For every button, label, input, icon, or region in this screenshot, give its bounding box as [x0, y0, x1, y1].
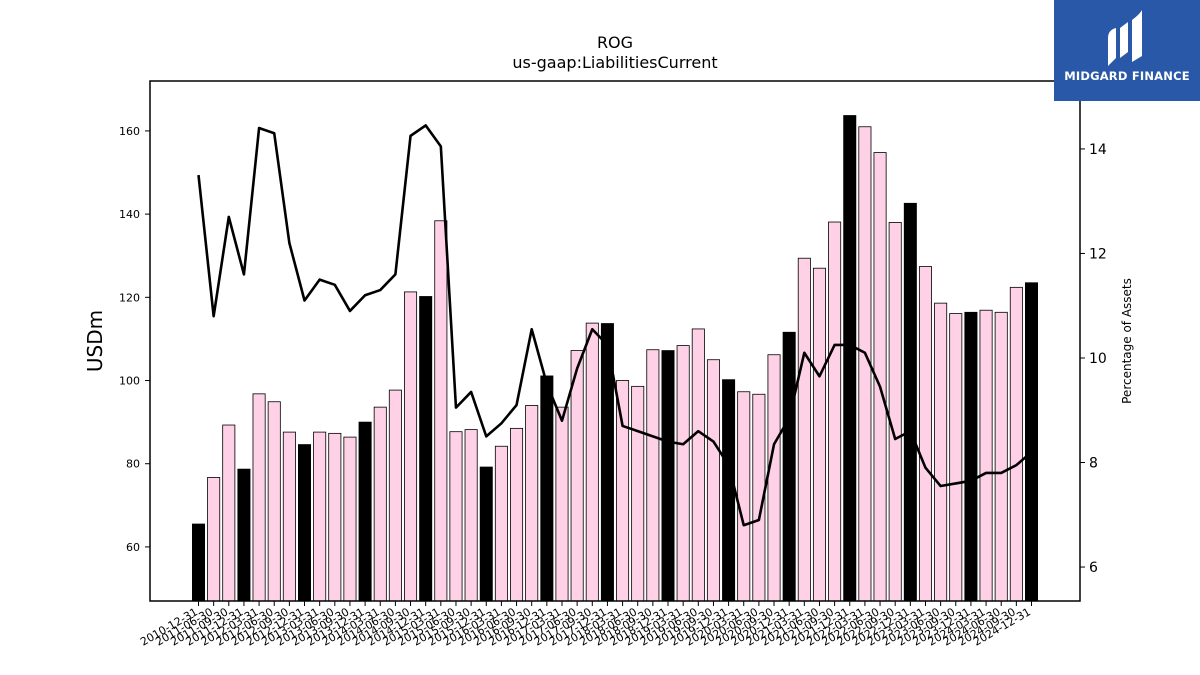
bar	[949, 313, 963, 602]
y-right-tick-label: 12	[1089, 246, 1107, 262]
bar	[570, 350, 584, 602]
bar	[419, 296, 433, 602]
bar	[843, 115, 857, 602]
bar	[358, 421, 372, 602]
bar	[767, 354, 781, 602]
bar	[388, 389, 402, 602]
bar	[252, 393, 266, 602]
y-tick-label: 80	[126, 458, 140, 471]
bar	[979, 309, 993, 602]
bar	[525, 405, 539, 602]
bar	[555, 406, 569, 602]
y-tick-label: 60	[126, 541, 140, 554]
y-right-tick-label: 6	[1089, 560, 1098, 576]
bar	[964, 311, 978, 602]
bar	[706, 359, 720, 602]
bar	[267, 401, 281, 602]
y-tick-label: 120	[119, 291, 140, 304]
bar	[479, 466, 493, 602]
y-tick-label: 140	[119, 208, 140, 221]
bar	[661, 350, 675, 602]
bar	[343, 436, 357, 602]
brand-logo: MIDGARD FINANCE	[1054, 0, 1200, 101]
bar	[646, 349, 660, 602]
bar	[207, 477, 221, 602]
bar	[191, 523, 205, 602]
bar	[449, 431, 463, 602]
y-tick-label: 160	[119, 125, 140, 138]
chart-title: ROG	[597, 33, 633, 52]
bar	[676, 345, 690, 602]
bar	[888, 222, 902, 602]
y-right-tick-label: 10	[1089, 351, 1107, 367]
bar	[434, 220, 448, 602]
bar	[494, 445, 508, 602]
percentage-line	[197, 124, 1033, 527]
line-layer	[197, 124, 1033, 527]
midgard-logo-icon	[1108, 10, 1142, 66]
left-axis: 60 80 100 120 140 160	[119, 125, 150, 554]
bar	[918, 266, 932, 602]
y-right-tick-label: 8	[1089, 456, 1098, 472]
bar	[812, 267, 826, 602]
bar	[222, 424, 236, 602]
bar	[237, 468, 251, 602]
bar	[510, 427, 524, 602]
bar	[464, 429, 478, 602]
bar	[313, 431, 327, 602]
bar	[903, 202, 917, 602]
bar	[722, 379, 736, 602]
bar	[828, 221, 842, 602]
chart-subtitle: us-gaap:LiabilitiesCurrent	[512, 53, 717, 72]
bar	[282, 431, 296, 602]
brand-name: MIDGARD FINANCE	[1064, 69, 1190, 83]
y-right-tick-label: 14	[1089, 142, 1107, 158]
y-axis-label: USDm	[83, 310, 107, 372]
bar	[797, 257, 811, 602]
bar	[404, 291, 418, 602]
bar	[298, 444, 312, 602]
y-tick-label: 100	[119, 375, 140, 388]
bar-group	[191, 115, 1039, 602]
plot-frame	[149, 80, 1081, 602]
bar	[616, 380, 630, 602]
bar	[1009, 286, 1023, 602]
bar	[934, 302, 948, 602]
bar	[631, 385, 645, 602]
bar	[782, 331, 796, 602]
bar	[691, 328, 705, 602]
bar	[994, 311, 1008, 602]
bar	[373, 406, 387, 602]
bar	[1025, 282, 1039, 602]
right-axis: 6 8 10 12 14	[1080, 142, 1107, 576]
y-axis-right-label: Percentage of Assets	[1120, 278, 1134, 404]
x-axis: 2010-12-312011-06-302011-09-302011-12-31…	[138, 601, 1033, 649]
bar	[737, 391, 751, 602]
bar	[540, 375, 554, 602]
bar	[328, 432, 342, 602]
bar	[585, 322, 599, 602]
